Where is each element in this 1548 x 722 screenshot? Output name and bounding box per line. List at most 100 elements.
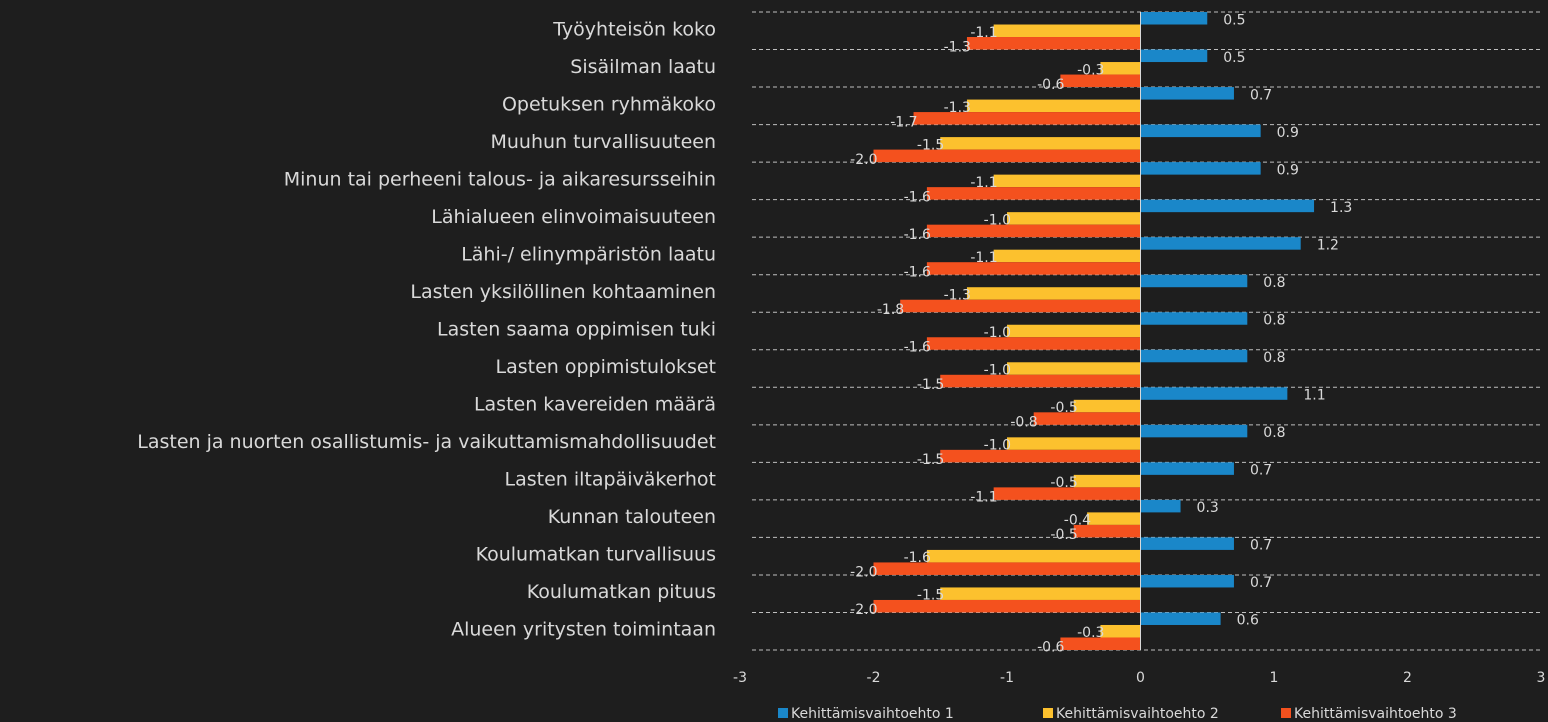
data-label: 1.3 — [1330, 200, 1352, 216]
bar — [926, 549, 1141, 563]
x-tick-label: 1 — [1270, 670, 1279, 686]
data-label: 0.8 — [1263, 312, 1285, 328]
bar — [993, 174, 1141, 188]
data-label: -1.5 — [917, 377, 944, 393]
bar — [1140, 387, 1288, 400]
data-label: 0.7 — [1250, 87, 1272, 103]
bar — [1140, 612, 1221, 625]
category-label: Lasten saama oppimisen tuki — [437, 319, 716, 341]
legend-label: Kehittämisvaihtoehto 3 — [1294, 706, 1457, 722]
bar — [993, 487, 1141, 500]
bar — [873, 599, 1141, 613]
data-label: -2.0 — [850, 565, 877, 581]
data-label: -1.6 — [904, 550, 931, 566]
data-label: -1.0 — [984, 438, 1011, 454]
data-label: 1.1 — [1303, 388, 1325, 404]
data-label: -1.3 — [944, 100, 971, 116]
bar — [1140, 237, 1301, 250]
bar — [1007, 212, 1141, 225]
data-label: -1.7 — [890, 114, 917, 130]
x-tick-label: 0 — [1136, 670, 1145, 686]
data-label: -1.6 — [904, 264, 931, 280]
bar — [966, 287, 1141, 300]
legend-label: Kehittämisvaihtoehto 1 — [791, 706, 954, 722]
bar — [1100, 624, 1141, 638]
bar — [1060, 637, 1141, 650]
data-label: 0.7 — [1250, 575, 1272, 591]
data-label: -1.1 — [970, 250, 997, 266]
bar — [1100, 62, 1141, 75]
bar — [900, 299, 1141, 313]
data-label: -1.0 — [984, 325, 1011, 341]
x-tick-label: -1 — [1000, 670, 1014, 686]
data-label: -1.0 — [984, 212, 1011, 228]
bar — [926, 337, 1141, 350]
data-label: 0.8 — [1263, 425, 1285, 441]
data-label: -0.5 — [1050, 527, 1077, 543]
bar — [993, 249, 1141, 263]
bar — [940, 137, 1141, 150]
bar — [1140, 537, 1234, 550]
bar — [913, 112, 1141, 125]
category-label: Opetuksen ryhmäkoko — [502, 93, 716, 115]
bar — [873, 149, 1141, 163]
legend-swatch — [1043, 708, 1053, 718]
bar — [1140, 424, 1248, 438]
bar — [1140, 199, 1315, 213]
data-label: 0.7 — [1250, 463, 1272, 479]
bar — [1073, 524, 1141, 538]
bar — [1140, 499, 1181, 513]
bar — [1073, 399, 1141, 413]
data-label: 0.7 — [1250, 538, 1272, 554]
data-label: 0.8 — [1263, 350, 1285, 366]
data-label: -1.6 — [904, 227, 931, 243]
category-label: Lasten oppimistulokset — [496, 356, 717, 378]
bar — [1140, 312, 1248, 325]
bar — [1060, 74, 1141, 88]
bar — [926, 262, 1141, 275]
bar — [993, 24, 1141, 38]
data-label: 0.5 — [1223, 50, 1245, 66]
data-label: 0.3 — [1197, 500, 1219, 516]
bar — [1140, 162, 1261, 175]
data-label: -1.5 — [917, 137, 944, 153]
category-label: Alueen yritysten toimintaan — [451, 619, 716, 641]
x-tick-label: -2 — [867, 670, 881, 686]
legend-label: Kehittämisvaihtoehto 2 — [1056, 706, 1219, 722]
data-label: 0.8 — [1263, 275, 1285, 291]
category-label: Minun tai perheeni talous- ja aikaresurs… — [284, 168, 716, 190]
category-label: Koulumatkan pituus — [527, 581, 716, 603]
data-label: -1.3 — [944, 287, 971, 303]
data-label: 1.2 — [1317, 237, 1339, 253]
bar — [940, 449, 1141, 463]
data-label: -0.6 — [1037, 77, 1064, 93]
data-label: -2.0 — [850, 602, 877, 618]
category-label: Muuhun turvallisuuteen — [490, 131, 716, 153]
data-label: -1.1 — [970, 490, 997, 506]
bar — [1140, 87, 1234, 100]
data-label: -1.3 — [944, 39, 971, 55]
bar — [1033, 412, 1141, 425]
x-tick-label: 2 — [1403, 670, 1412, 686]
bar — [940, 374, 1141, 388]
category-label: Lähi-/ elinympäristön laatu — [461, 243, 716, 265]
data-label: 0.5 — [1223, 12, 1245, 28]
bar — [1140, 462, 1234, 475]
bar — [1007, 362, 1141, 375]
data-label: -1.6 — [904, 189, 931, 205]
bar — [966, 37, 1141, 50]
data-label: -1.1 — [970, 175, 997, 191]
category-label: Lasten iltapäiväkerhot — [505, 469, 716, 491]
x-tick-label: 3 — [1537, 670, 1546, 686]
data-label: -0.5 — [1050, 400, 1077, 416]
bar — [1140, 12, 1208, 25]
bar — [1140, 124, 1261, 138]
data-label: -0.8 — [1010, 415, 1037, 431]
bar — [1140, 49, 1208, 63]
category-label: Sisäilman laatu — [570, 56, 716, 78]
category-label: Työyhteisön koko — [552, 18, 716, 40]
category-label: Lähialueen elinvoimaisuuteen — [431, 206, 716, 228]
data-label: -1.5 — [917, 452, 944, 468]
data-label: -0.3 — [1077, 62, 1104, 78]
